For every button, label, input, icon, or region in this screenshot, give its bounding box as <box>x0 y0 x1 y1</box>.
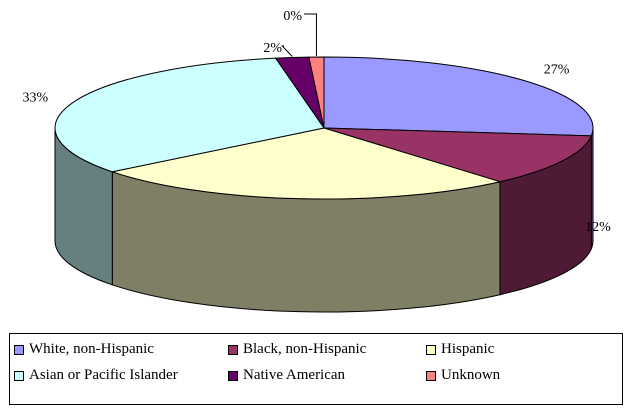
legend-swatch-hispanic <box>426 344 436 355</box>
leader-line-unknown <box>304 13 317 57</box>
legend-label-black-non-hispanic: Black, non-Hispanic <box>243 341 367 357</box>
data-label-native-american: 2% <box>263 41 282 56</box>
legend-label-asian-or-pacific-islander: Asian or Pacific Islander <box>29 367 178 383</box>
legend: White, non-Hispanic Black, non-Hispanic Hi… <box>9 333 623 405</box>
legend-label-unknown: Unknown <box>441 367 501 383</box>
data-label-white-non-hispanic: 27% <box>544 63 570 78</box>
legend-label-native-american: Native American <box>243 367 346 383</box>
legend-swatch-black-non-hispanic <box>228 344 238 355</box>
legend-swatch-native-american <box>228 370 238 381</box>
pie-chart: 27%12%26%33%2%0% <box>23 9 611 313</box>
slice-black-non-hispanic <box>323 127 593 183</box>
legend-item-hispanic: Hispanic <box>426 341 494 358</box>
legend-swatch-asian-or-pacific-islander <box>14 370 24 381</box>
legend-item-native-american: Native American <box>228 367 345 384</box>
leader-line-native-american <box>281 45 293 57</box>
slice-asian-or-pacific-islander <box>54 57 325 173</box>
data-label-unknown: 0% <box>283 9 302 24</box>
legend-item-unknown: Unknown <box>426 367 500 384</box>
legend-item-white-non-hispanic: White, non-Hispanic <box>14 341 154 358</box>
slice-hispanic <box>110 127 502 200</box>
legend-item-black-non-hispanic: Black, non-Hispanic <box>228 341 366 358</box>
legend-swatch-white-non-hispanic <box>14 344 24 355</box>
slice-unknown <box>308 56 325 129</box>
data-label-black-non-hispanic: 12% <box>585 220 611 235</box>
legend-label-hispanic: Hispanic <box>441 341 495 357</box>
slice-white-non-hispanic <box>323 56 594 137</box>
data-label-asian-or-pacific-islander: 33% <box>23 90 49 105</box>
legend-label-white-non-hispanic: White, non-Hispanic <box>29 341 154 357</box>
legend-item-asian-or-pacific-islander: Asian or Pacific Islander <box>14 367 178 384</box>
legend-swatch-unknown <box>426 370 436 381</box>
